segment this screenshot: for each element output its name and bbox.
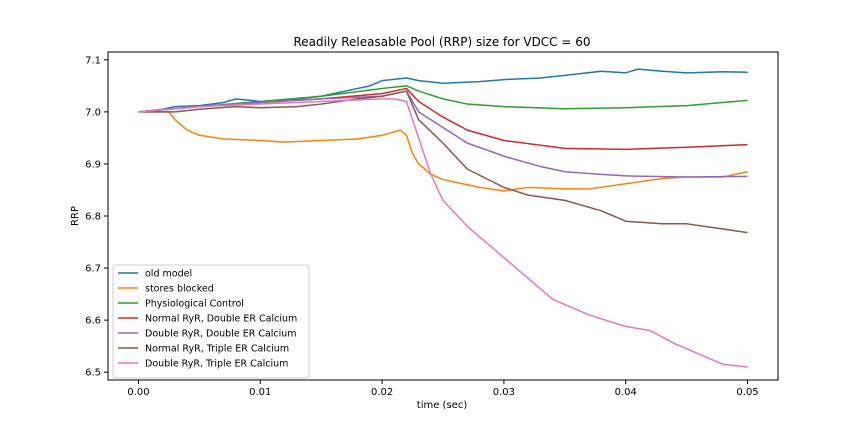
y-tick-label: 7.1 <box>85 55 101 66</box>
x-tick-label: 0.02 <box>371 387 393 398</box>
chart-title: Readily Releasable Pool (RRP) size for V… <box>293 35 590 49</box>
y-tick-label: 6.9 <box>85 159 101 170</box>
series-line-5 <box>138 90 748 178</box>
x-axis-label: time (sec) <box>417 400 468 411</box>
x-tick-label: 0.00 <box>127 387 149 398</box>
legend-entry-label: stores blocked <box>145 284 214 295</box>
series-layer <box>138 68 748 368</box>
legend-entry-label: Physiological Control <box>145 299 244 310</box>
series-line-3 <box>138 85 748 113</box>
x-tick-label: 0.01 <box>249 387 271 398</box>
axes-layer: 0.00 0.01 0.02 0.03 0.04 0.05 6.5 6.6 6.7 6.8 6.9 7… <box>85 51 779 398</box>
legend-entry-label: old model <box>145 269 192 280</box>
legend-entry-label: Double RyR, Double ER Calcium <box>145 329 297 340</box>
legend-entry-label: Double RyR, Triple ER Calcium <box>145 359 288 370</box>
x-tick-label: 0.04 <box>615 387 637 398</box>
legend-entry-label: Normal RyR, Double ER Calcium <box>145 314 297 325</box>
series-line-1 <box>138 68 748 113</box>
y-tick-label: 6.8 <box>85 212 101 223</box>
legend-box <box>112 264 310 379</box>
series-line-6 <box>138 90 748 234</box>
series-line-2 <box>138 111 748 192</box>
y-tick-label: 7.0 <box>85 107 101 118</box>
y-axis-label: RRP <box>70 206 81 226</box>
x-tick-label: 0.05 <box>736 387 758 398</box>
y-tick-label: 6.5 <box>85 368 101 379</box>
x-tick-label: 0.03 <box>493 387 515 398</box>
series-line-4 <box>138 87 748 151</box>
series-line-7 <box>138 98 748 368</box>
legend-entry-label: Normal RyR, Triple ER Calcium <box>145 344 289 355</box>
y-tick-label: 6.6 <box>85 316 101 327</box>
legend: old model stores blocked Physiological Con… <box>112 264 310 379</box>
y-tick-label: 6.7 <box>85 264 101 275</box>
